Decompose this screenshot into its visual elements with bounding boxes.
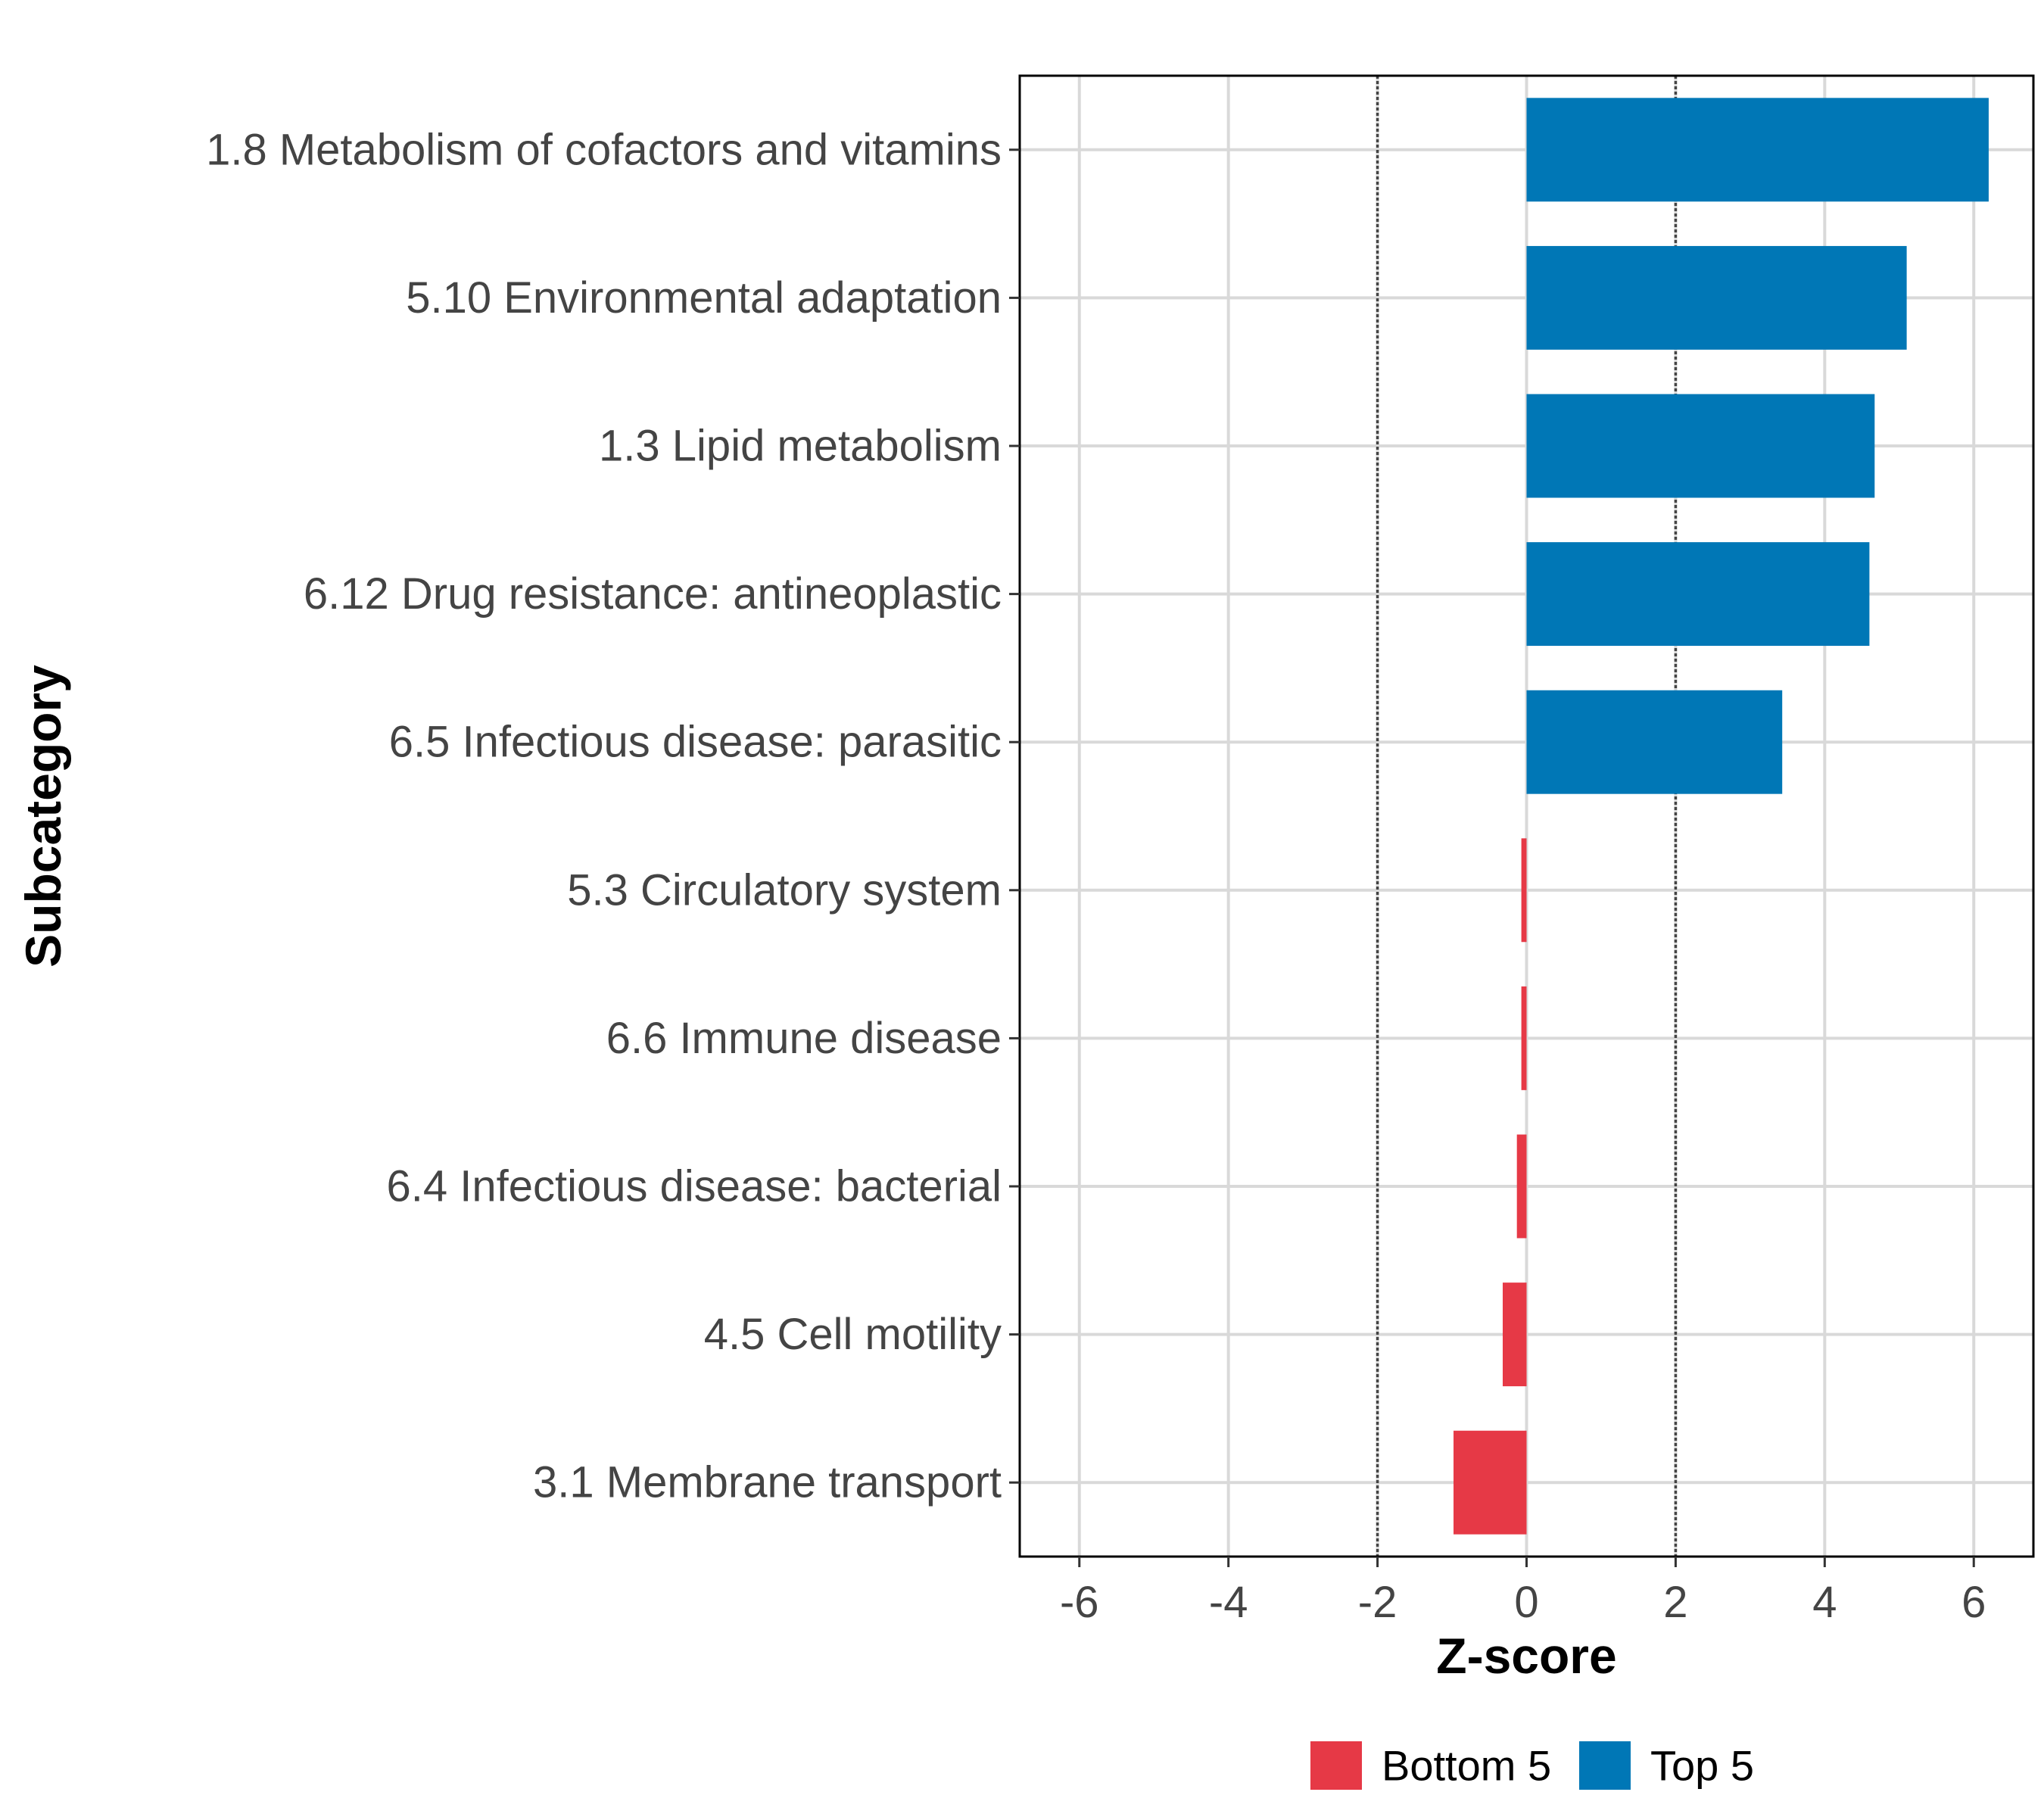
y-tick-label: 6.6 Immune disease [606, 1014, 1002, 1063]
y-tick-label: 5.10 Environmental adaptation [406, 273, 1002, 323]
legend-key [1310, 1741, 1362, 1790]
x-axis-title: Z-score [1436, 1628, 1616, 1684]
y-tick-label: 6.4 Infectious disease: bacterial [387, 1162, 1002, 1211]
bars [1454, 98, 1989, 1535]
y-tick-label: 6.12 Drug resistance: antineoplastic [304, 569, 1002, 619]
bar [1526, 98, 1989, 202]
legend-label: Bottom 5 [1382, 1742, 1551, 1790]
x-tick-label: 2 [1663, 1578, 1687, 1627]
bar [1521, 986, 1527, 1090]
x-tick-label: 0 [1514, 1578, 1538, 1627]
y-tick-label: 6.5 Infectious disease: parasitic [389, 718, 1002, 767]
y-axis-title: Subcategory [15, 665, 71, 968]
y-tick-label: 5.3 Circulatory system [567, 865, 1002, 915]
y-tick-label: 1.8 Metabolism of cofactors and vitamins [206, 125, 1002, 174]
bar [1526, 542, 1870, 647]
x-axis-ticks: -6 -4 -2 0 2 4 6 [1060, 1557, 1986, 1627]
x-tick-label: 6 [1961, 1578, 1986, 1627]
y-axis-ticks: 1.8 Metabolism of cofactors and vitamins… [206, 125, 1020, 1507]
x-tick-label: 4 [1812, 1578, 1837, 1627]
bar [1526, 690, 1783, 794]
y-tick-label: 1.3 Lipid metabolism [599, 422, 1002, 471]
x-tick-label: -2 [1358, 1578, 1397, 1627]
x-tick-label: -6 [1060, 1578, 1099, 1627]
legend-label: Top 5 [1650, 1742, 1754, 1790]
bar [1454, 1430, 1527, 1535]
bar [1502, 1282, 1527, 1387]
bar [1516, 1134, 1527, 1239]
y-tick-label: 3.1 Membrane transport [533, 1458, 1002, 1507]
legend-key [1579, 1741, 1631, 1790]
bar [1526, 394, 1875, 498]
y-tick-label: 4.5 Cell motility [704, 1310, 1002, 1359]
bar [1526, 245, 1907, 350]
x-tick-label: -4 [1209, 1578, 1248, 1627]
legend: Bottom 5 Top 5 [1310, 1741, 1754, 1790]
bar [1521, 838, 1527, 943]
